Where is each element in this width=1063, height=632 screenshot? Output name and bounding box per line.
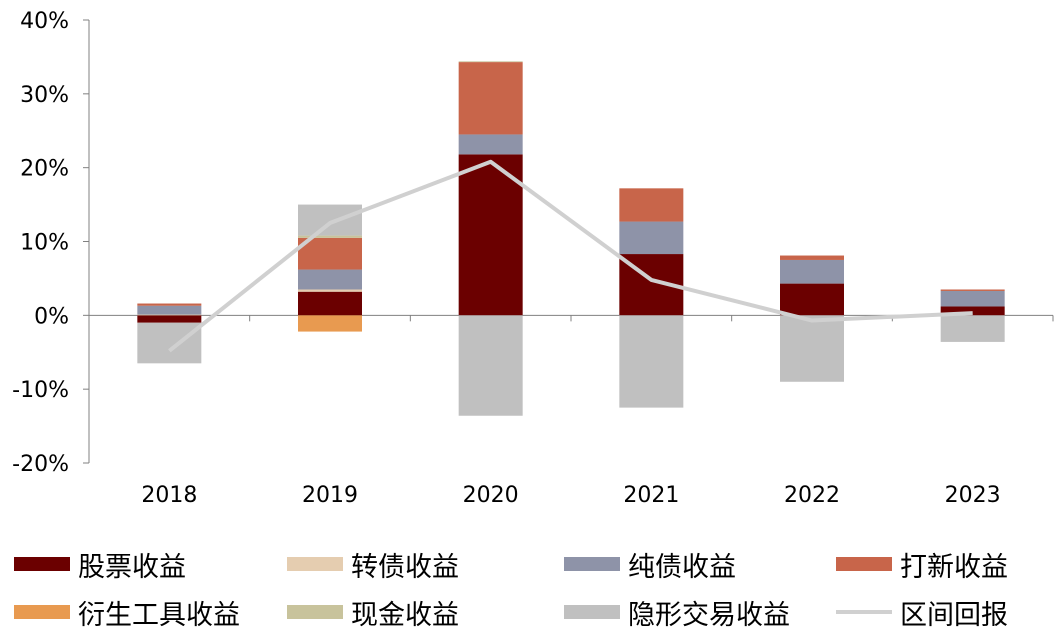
legend-swatch bbox=[287, 557, 343, 571]
bar-segment bbox=[780, 315, 844, 382]
bar-segment bbox=[940, 315, 1005, 342]
bar-segment bbox=[137, 305, 202, 315]
legend-swatch bbox=[14, 605, 70, 619]
y-tick-label: 20% bbox=[20, 157, 69, 182]
y-tick-label: -10% bbox=[12, 378, 69, 403]
legend-swatch bbox=[564, 557, 620, 571]
bar-segment bbox=[458, 154, 523, 316]
bar-segment bbox=[780, 259, 844, 284]
bar-segment bbox=[940, 289, 1005, 291]
return-line bbox=[168, 159, 973, 353]
bar-segment bbox=[619, 221, 684, 255]
legend-label: 股票收益 bbox=[78, 551, 186, 583]
bar-segment bbox=[137, 315, 202, 323]
legend-item: 打新收益 bbox=[836, 544, 1008, 584]
legend-item: 衍生工具收益 bbox=[14, 592, 240, 632]
legend-label: 现金收益 bbox=[351, 599, 459, 631]
legend-swatch bbox=[287, 605, 343, 619]
bar-segment bbox=[940, 306, 1005, 316]
x-tick-label: 2020 bbox=[463, 483, 519, 508]
legend-label: 纯债收益 bbox=[628, 551, 736, 583]
x-axis: 2018 2019 2020 2021 2022 2023 bbox=[88, 314, 1054, 508]
legend-swatch bbox=[836, 557, 892, 571]
legend-swatch bbox=[14, 557, 70, 571]
y-tick-label: 30% bbox=[20, 83, 69, 108]
x-tick-label: 2023 bbox=[945, 483, 1001, 508]
x-tick-label: 2022 bbox=[784, 483, 840, 508]
x-tick-label: 2021 bbox=[623, 483, 679, 508]
legend-item: 现金收益 bbox=[287, 592, 459, 632]
legend-item: 隐形交易收益 bbox=[564, 592, 790, 632]
bar-segment bbox=[458, 62, 523, 135]
bar-segment bbox=[780, 255, 844, 260]
bar-segment bbox=[298, 204, 362, 236]
bar-segment bbox=[137, 303, 202, 306]
y-axis: -20% -10% 0% 10% 20% 30% 40% bbox=[12, 9, 90, 477]
legend-label: 打新收益 bbox=[900, 551, 1008, 583]
bar-segment bbox=[298, 269, 362, 290]
legend-label: 转债收益 bbox=[351, 551, 459, 583]
legend-item: 区间回报 bbox=[836, 592, 1008, 632]
legend-item: 纯债收益 bbox=[564, 544, 736, 584]
y-tick-label: 10% bbox=[20, 231, 69, 256]
y-tick-label: -20% bbox=[12, 452, 69, 477]
bar-segment bbox=[298, 315, 362, 332]
bar-segment bbox=[458, 315, 523, 416]
legend-label: 区间回报 bbox=[900, 599, 1008, 631]
legend: 股票收益 转债收益 纯债收益 打新收益衍生工具收益 现金收益 隐形交易收益 区间回报 bbox=[0, 540, 1063, 631]
x-tick-label: 2018 bbox=[141, 483, 197, 508]
bar-segment bbox=[458, 134, 523, 155]
y-tick-label: 40% bbox=[20, 9, 69, 34]
bars bbox=[137, 61, 1005, 416]
legend-swatch bbox=[564, 605, 620, 619]
bar-segment bbox=[619, 188, 684, 222]
bar-segment bbox=[137, 314, 202, 316]
bar-segment bbox=[298, 237, 362, 270]
bar-segment bbox=[619, 315, 684, 408]
bar-segment bbox=[940, 290, 1005, 307]
bar-segment bbox=[137, 322, 202, 364]
bar-segment bbox=[780, 283, 844, 316]
line-layer bbox=[168, 159, 973, 353]
bar-segment bbox=[298, 235, 362, 238]
legend-item: 转债收益 bbox=[287, 544, 459, 584]
legend-label: 衍生工具收益 bbox=[78, 599, 240, 631]
legend-item: 股票收益 bbox=[14, 544, 186, 584]
bar-segment bbox=[298, 289, 362, 292]
bar-segment bbox=[458, 61, 523, 63]
legend-swatch bbox=[836, 610, 892, 614]
bar-segment bbox=[298, 291, 362, 316]
x-tick-label: 2019 bbox=[302, 483, 358, 508]
y-tick-label: 0% bbox=[34, 304, 69, 329]
legend-label: 隐形交易收益 bbox=[628, 599, 790, 631]
